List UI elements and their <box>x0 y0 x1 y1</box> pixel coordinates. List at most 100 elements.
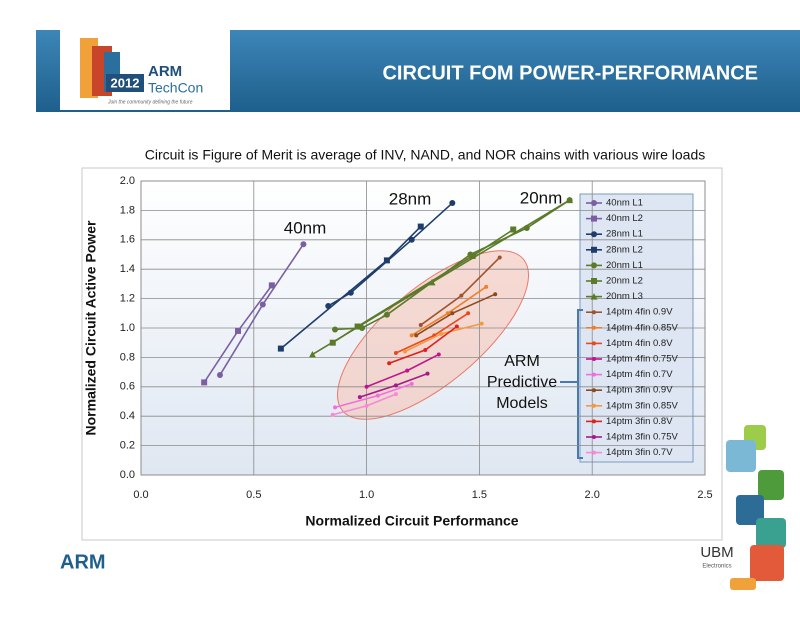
data-point <box>308 350 316 358</box>
data-point <box>357 395 362 400</box>
footer-logo: ARM <box>60 551 106 573</box>
data-point <box>428 278 436 286</box>
legend-label: 14ptm 4fin 0.85V <box>606 322 678 333</box>
data-point <box>445 311 450 316</box>
legend-marker <box>592 372 596 377</box>
data-point <box>235 327 242 334</box>
y-tick-label: 0.8 <box>120 351 135 363</box>
y-tick-label: 1.2 <box>120 293 135 305</box>
data-point <box>364 403 369 408</box>
annotation: Predictive <box>487 374 557 391</box>
y-tick-label: 0.4 <box>120 410 135 422</box>
data-point <box>418 323 423 328</box>
y-tick-label: 2.0 <box>120 175 135 187</box>
deco <box>758 470 784 500</box>
legend-label: 14ptm 3fin 0.9V <box>606 385 673 396</box>
chart-title: Circuit is Figure of Merit is average of… <box>145 147 705 163</box>
partner-logo: UBM <box>700 544 733 561</box>
y-axis-label: Normalized Circuit Active Power <box>83 220 99 436</box>
legend-label: 28nm L1 <box>606 229 643 240</box>
data-point <box>383 311 390 318</box>
data-point <box>459 293 464 298</box>
deco <box>750 545 784 581</box>
x-axis-label: Normalized Circuit Performance <box>305 513 518 529</box>
data-point <box>566 196 574 204</box>
legend-label: 20nm L2 <box>606 276 643 287</box>
data-point <box>300 241 307 248</box>
legend-label: 14ptm 4fin 0.7V <box>606 369 673 380</box>
y-tick-label: 0.2 <box>120 440 135 452</box>
data-point <box>479 321 484 326</box>
panel-top <box>36 112 776 132</box>
legend-label: 14ptm 3fin 0.85V <box>606 400 678 411</box>
legend-marker <box>592 450 596 455</box>
data-point <box>333 405 338 410</box>
legend-marker <box>591 246 597 253</box>
y-tick-label: 1.0 <box>120 322 135 334</box>
data-point <box>364 384 369 389</box>
legend-marker <box>591 215 597 222</box>
data-point <box>375 393 380 398</box>
legend-label: 14ptm 3fin 0.8V <box>606 416 673 427</box>
data-point <box>393 383 398 388</box>
logo-year: 2012 <box>111 75 140 90</box>
data-point <box>425 371 430 376</box>
x-tick-label: 1.5 <box>472 489 487 501</box>
y-tick-label: 0.0 <box>120 469 135 481</box>
data-point <box>449 200 456 207</box>
legend-marker <box>591 200 597 206</box>
slide-title: CIRCUIT FOM POWER-PERFORMANCE <box>382 62 758 84</box>
legend-label: 20nm L3 <box>606 291 643 302</box>
data-point <box>402 349 407 354</box>
data-point <box>450 311 455 316</box>
data-point <box>393 350 398 355</box>
legend-marker <box>592 403 596 408</box>
bracket <box>560 309 583 459</box>
partner-sub: Electronics <box>702 564 731 570</box>
logo-event: TechCon <box>148 80 203 96</box>
data-point <box>497 255 502 260</box>
data-point <box>409 333 414 338</box>
data-point <box>201 379 208 386</box>
legend-marker <box>592 435 596 439</box>
legend-marker <box>592 419 596 424</box>
annotation: 40nm <box>284 218 327 237</box>
x-tick-label: 2.5 <box>697 489 712 501</box>
deco <box>736 495 764 525</box>
data-point <box>510 226 517 233</box>
legend-marker <box>591 231 597 238</box>
x-tick-label: 1.0 <box>359 489 374 501</box>
data-point <box>408 236 415 243</box>
annotation: 20nm <box>520 188 563 207</box>
data-point <box>405 368 410 373</box>
legend-marker <box>592 325 596 330</box>
legend-label: 14ptm 4fin 0.8V <box>606 338 673 349</box>
legend-label: 14ptm 3fin 0.75V <box>606 432 678 443</box>
x-tick-label: 0.0 <box>133 489 148 501</box>
legend-marker <box>590 293 598 300</box>
deco <box>730 578 756 590</box>
data-point <box>330 412 335 417</box>
x-tick-label: 0.5 <box>246 489 261 501</box>
legend-marker <box>591 278 597 284</box>
legend-marker <box>592 341 596 346</box>
legend-marker <box>592 310 596 315</box>
data-point <box>359 325 366 331</box>
x-tick-label: 2.0 <box>585 489 600 501</box>
legend-marker <box>592 388 596 393</box>
data-point <box>414 333 419 338</box>
annotation: ARM <box>504 353 540 370</box>
logo-box <box>106 74 144 92</box>
data-point <box>216 372 223 379</box>
logo-tagline: Join the community defining the future <box>107 99 193 105</box>
data-point <box>439 331 444 336</box>
data-point <box>259 301 266 308</box>
legend-label: 14ptm 4fin 0.75V <box>606 354 678 365</box>
data-point <box>469 252 476 259</box>
data-point <box>436 352 441 357</box>
legend-label: 40nm L2 <box>606 213 643 224</box>
deco <box>756 518 786 548</box>
data-point <box>417 223 424 230</box>
logo-brand: ARM <box>148 63 182 80</box>
data-point <box>466 311 471 316</box>
